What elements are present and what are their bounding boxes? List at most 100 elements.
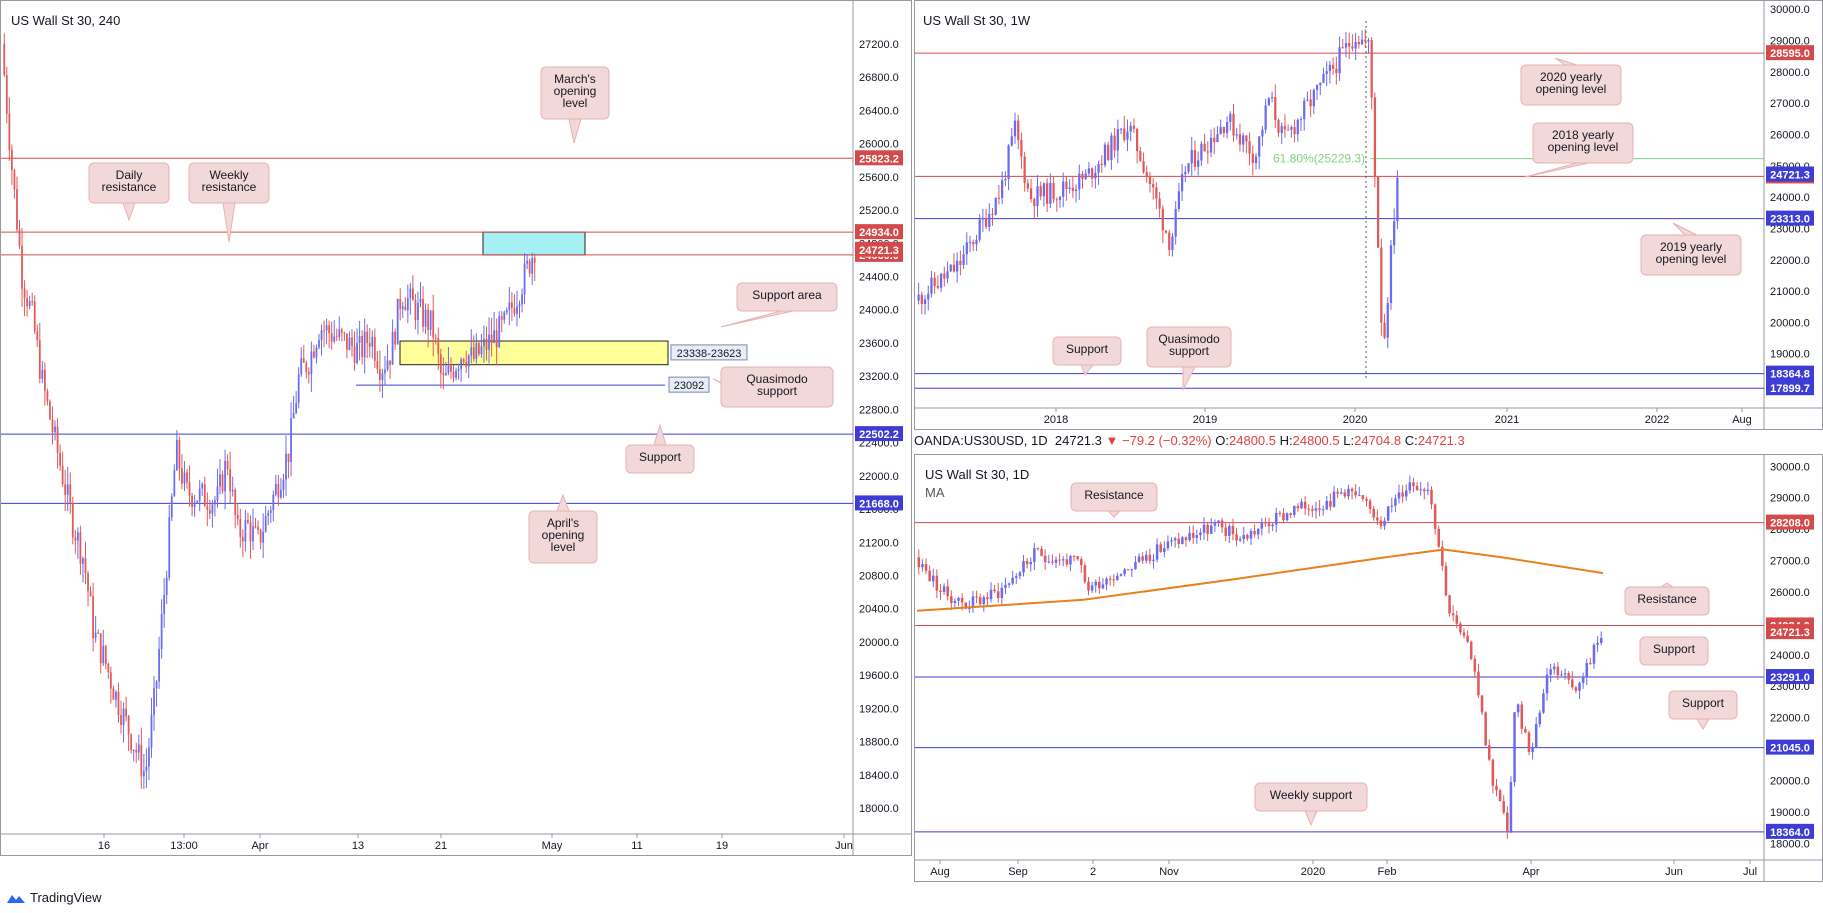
candle-body [1264, 522, 1267, 524]
candle-body [201, 484, 204, 489]
candle-body [1264, 105, 1267, 130]
candle-body [935, 575, 939, 591]
candle-body [1039, 186, 1042, 197]
candle-body [1068, 187, 1071, 189]
h4-chart-panel[interactable]: 27200.0 26800.0 26400.0 26000.0 25600.0 25200… [0, 0, 912, 856]
candle-body [949, 264, 952, 272]
candle-body [346, 333, 348, 350]
callout-2018-opening-pointer [1524, 162, 1590, 178]
candle-body [175, 439, 178, 471]
y-tick-label: 21000.0 [1770, 286, 1810, 298]
candle-body [241, 536, 244, 542]
callout-weekly-resistance [188, 162, 270, 204]
y-tick-label: 26000.0 [1770, 129, 1810, 141]
candle-body [340, 329, 343, 333]
callout-resistance-pointer [1659, 582, 1675, 588]
candle-body [1379, 520, 1383, 526]
x-tick-label: May [542, 840, 563, 852]
candle-body [379, 369, 381, 381]
candle-body [1283, 126, 1287, 130]
candle-body [1383, 322, 1386, 338]
y-tick-label: 22800.0 [859, 404, 899, 416]
candle-body [1203, 143, 1206, 152]
candle-body [1361, 495, 1365, 499]
candle-body [1097, 163, 1100, 173]
candle-body [510, 302, 513, 309]
candle-body [1177, 191, 1181, 210]
candle-body [1354, 41, 1357, 49]
candle-body [460, 359, 463, 369]
daily-chart-canvas[interactable]: 30000.029000.028000.027000.026000.025000… [915, 455, 1822, 881]
candle-body [302, 358, 305, 363]
candle-body [1448, 595, 1451, 614]
candle-body [1376, 176, 1380, 248]
candle-body [493, 330, 496, 343]
candle-body [1318, 508, 1321, 510]
candle-body [1011, 577, 1014, 584]
symbol-label[interactable]: OANDA:US30USD, 1D [914, 433, 1048, 448]
candle-body [127, 716, 130, 735]
candle-body [437, 338, 440, 355]
candle-body [1495, 785, 1498, 791]
h4-chart-canvas[interactable]: 27200.0 26800.0 26400.0 26000.0 25600.0 25200… [1, 1, 911, 855]
candle-body [1338, 47, 1341, 74]
y-tick-label: 23600.0 [859, 338, 899, 350]
candle-body [59, 452, 61, 466]
candle-body [508, 302, 511, 310]
candle-body [971, 596, 975, 609]
callout-2020-opening-text: opening level [1536, 82, 1607, 96]
candle-body [168, 517, 171, 578]
callout-resistance-top-pointer [1106, 510, 1122, 518]
price-label-23291-bg [1766, 669, 1814, 685]
candle-body [1444, 566, 1448, 596]
candle-body [1054, 559, 1058, 563]
candle-body [1145, 172, 1148, 177]
tradingview-logo[interactable]: TradingView [4, 890, 102, 905]
candle-body [1567, 673, 1570, 680]
high-label: H: [1279, 433, 1293, 448]
candle-body [401, 306, 404, 309]
candle-body [518, 304, 521, 307]
candle-body [307, 372, 310, 375]
candle-body [962, 254, 965, 265]
price-label-28208-bg [1766, 514, 1814, 530]
candle-body [1469, 641, 1473, 659]
candle-body [1404, 490, 1408, 497]
cloud-icon [7, 894, 25, 903]
candle-body [158, 649, 160, 682]
x-tick-label: 21 [435, 840, 447, 852]
candle-body [1171, 236, 1174, 251]
candle-body [323, 330, 325, 332]
candle-body [1408, 482, 1412, 491]
daily-chart-panel[interactable]: 30000.029000.028000.027000.026000.025000… [914, 454, 1823, 882]
candle-body [1509, 781, 1513, 833]
candle-body [1296, 505, 1300, 509]
candle-body [1173, 538, 1177, 541]
candle-body [1152, 559, 1155, 562]
candle-body [1126, 569, 1130, 571]
candle-body [1033, 199, 1036, 207]
daily-chart-title: US Wall St 30, 1D [925, 467, 1030, 482]
candle-body [1282, 513, 1285, 521]
weekly-chart-canvas[interactable]: 30000.029000.028000.027000.026000.025000… [915, 1, 1822, 429]
candle-body [1531, 747, 1534, 752]
candle-body [1047, 561, 1051, 563]
y-tick-label: 25200.0 [859, 205, 899, 217]
ma-indicator-label[interactable]: MA [925, 485, 945, 500]
candle-body [1343, 492, 1347, 497]
callout-resistance-text: Resistance [1637, 592, 1697, 606]
candle-body [1026, 183, 1029, 189]
candle-body [1062, 181, 1065, 197]
weekly-chart-panel[interactable]: 30000.029000.028000.027000.026000.025000… [914, 0, 1823, 430]
candle-body [1084, 173, 1087, 179]
candle-body [1078, 173, 1081, 190]
candle-body [368, 343, 371, 347]
price-label-25823.2-bg [855, 150, 903, 166]
x-tick-label: 2018 [1044, 414, 1068, 426]
candle-body [1206, 151, 1209, 153]
candle-body [1351, 46, 1354, 49]
candle-body [247, 519, 249, 523]
y-tick-label: 29000.0 [1770, 35, 1810, 47]
candle-body [310, 351, 313, 375]
candle-body [1560, 674, 1563, 676]
